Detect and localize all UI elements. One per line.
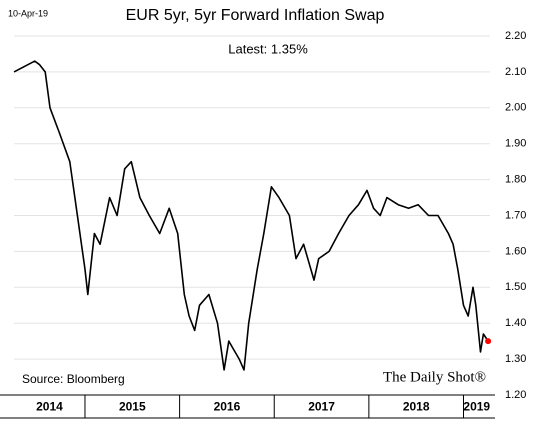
y-tick-label: 1.20 xyxy=(505,389,526,401)
date-stamp: 10-Apr-19 xyxy=(8,8,48,18)
y-tick-label: 1.30 xyxy=(505,353,526,365)
x-tick-label: 2016 xyxy=(214,400,241,414)
y-tick-label: 2.20 xyxy=(505,30,526,42)
brand: The Daily Shot® xyxy=(383,369,486,385)
y-tick-label: 1.80 xyxy=(505,174,526,186)
y-tick-label: 1.50 xyxy=(505,281,526,293)
y-tick-label: 1.60 xyxy=(505,245,526,257)
source: Source: Bloomberg xyxy=(22,372,125,386)
y-tick-label: 2.00 xyxy=(505,102,526,114)
x-tick-label: 2014 xyxy=(36,400,63,414)
x-tick-label: 2017 xyxy=(308,400,335,414)
x-tick-label: 2019 xyxy=(463,400,490,414)
latest-marker xyxy=(485,338,492,345)
annotation: Latest: 1.35% xyxy=(228,41,308,56)
chart-title: EUR 5yr, 5yr Forward Inflation Swap xyxy=(126,7,385,24)
x-tick-label: 2018 xyxy=(403,400,430,414)
y-tick-label: 2.10 xyxy=(505,66,526,78)
y-tick-label: 1.70 xyxy=(505,209,526,221)
line xyxy=(13,60,489,371)
x-tick-label: 2015 xyxy=(119,400,146,414)
y-tick-label: 1.90 xyxy=(505,138,526,150)
y-tick-label: 1.40 xyxy=(505,317,526,329)
